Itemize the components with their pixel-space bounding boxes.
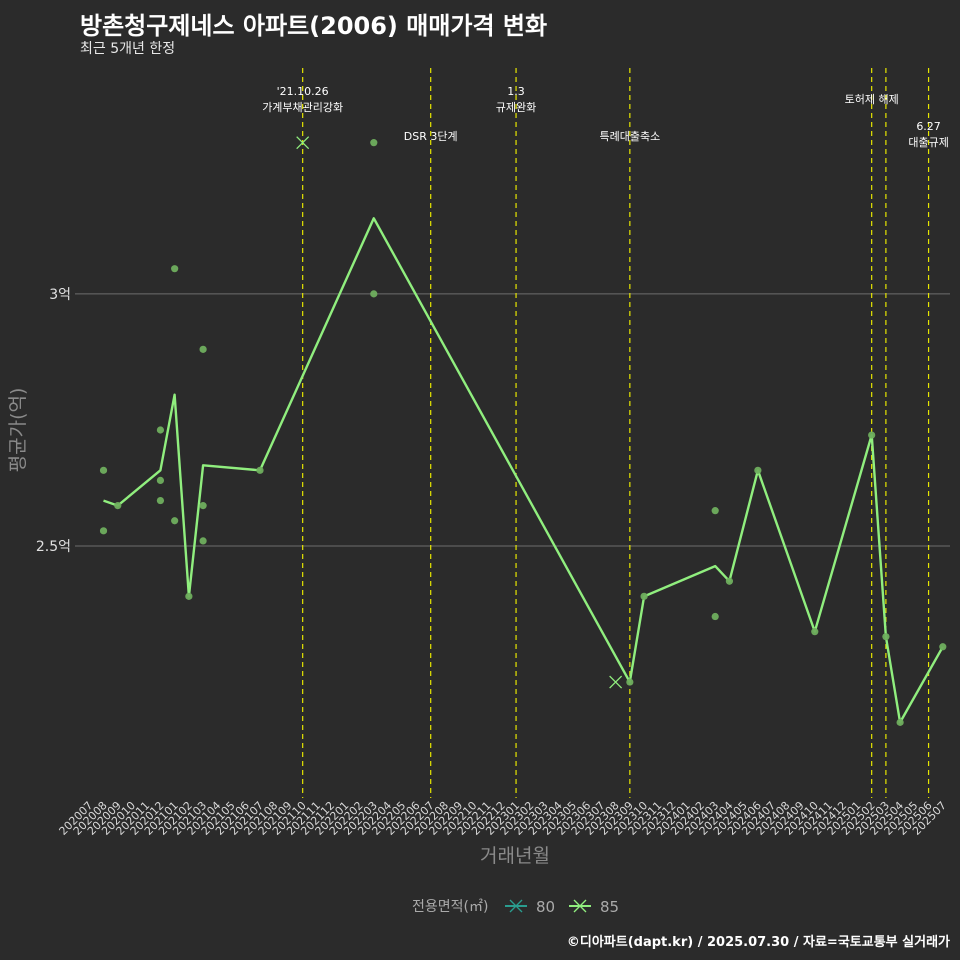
data-point — [626, 678, 634, 686]
data-point — [711, 612, 719, 621]
event-label: 토허제 해제 — [845, 92, 899, 106]
chart-subtitle: 최근 5개년 한정 — [80, 41, 176, 57]
x-marker — [609, 675, 623, 689]
chart-title: 방촌청구제네스 아파트(2006) 매매가격 변화 — [80, 12, 548, 40]
legend-key-x — [509, 899, 523, 913]
data-point — [199, 502, 207, 510]
series-line-85 — [103, 217, 944, 724]
x-axis-title: 거래년월 — [480, 845, 550, 867]
event-label: '21.10.26 — [277, 85, 329, 98]
event-label: 6.27 — [916, 120, 941, 133]
legend-title: 전용면적(㎡) — [412, 899, 488, 915]
data-point — [868, 431, 876, 439]
data-point — [711, 507, 719, 515]
data-point — [370, 290, 378, 298]
data-point — [156, 476, 165, 485]
event-label: 규제완화 — [496, 101, 536, 114]
x-marker — [296, 136, 310, 150]
legend-label: 85 — [600, 898, 619, 916]
data-point — [896, 718, 904, 726]
legend-label: 80 — [536, 898, 555, 916]
data-point — [882, 633, 890, 641]
data-point — [156, 496, 165, 505]
data-point — [171, 517, 179, 525]
event-label: 대출규제 — [908, 136, 948, 149]
data-point — [256, 466, 264, 474]
data-point — [199, 345, 207, 353]
data-point — [640, 592, 648, 600]
data-point — [99, 466, 108, 474]
data-point — [370, 139, 378, 147]
legend-key-x — [573, 899, 587, 913]
data-point — [185, 592, 193, 600]
data-point — [939, 643, 947, 651]
data-point — [725, 577, 734, 585]
event-label: DSR 3단계 — [404, 130, 458, 143]
source-caption: ©디아파트(dapt.kr) / 2025.07.30 / 자료=국토교통부 실… — [566, 935, 950, 950]
y-tick-label: 3억 — [49, 287, 71, 303]
y-tick-label: 2.5억 — [36, 539, 71, 555]
data-point — [99, 527, 108, 535]
data-point — [156, 426, 165, 434]
data-point — [114, 502, 122, 510]
data-point — [171, 265, 179, 273]
data-point — [754, 466, 762, 474]
y-axis-title: 평균가(억) — [7, 388, 29, 473]
data-point — [811, 628, 819, 636]
event-label: 가계부채관리강화 — [262, 101, 343, 114]
event-label: 특례대출축소 — [599, 130, 660, 143]
data-point — [199, 537, 207, 545]
event-label: 1.3 — [507, 85, 525, 98]
